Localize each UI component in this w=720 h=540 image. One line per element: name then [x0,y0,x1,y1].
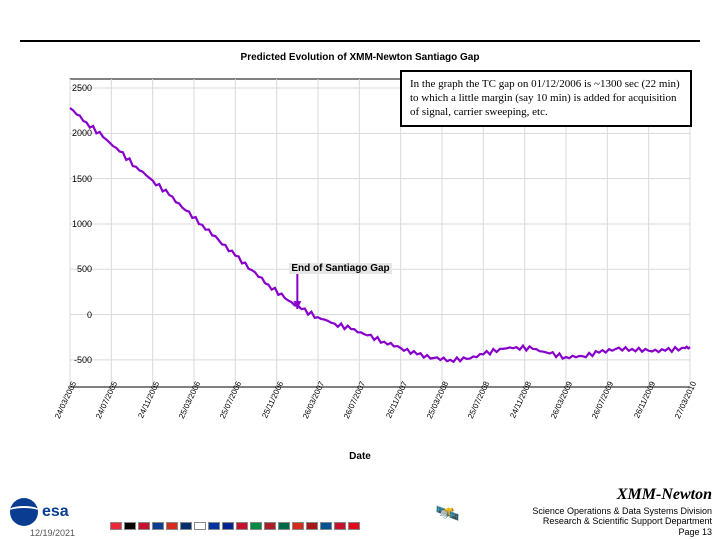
y-tick-label: 1000 [62,219,92,229]
date-stamp: 12/19/2021 [30,528,75,538]
esa-text: esa [42,503,69,521]
flags-row [110,522,360,530]
xmm-title: XMM-Newton [532,486,712,504]
flag-icon [138,522,150,530]
x-tick-label: 25/03/2006 [177,380,202,420]
esa-globe-icon [10,498,38,526]
flag-icon [194,522,206,530]
x-tick-label: 26/07/2007 [342,380,367,420]
flag-icon [292,522,304,530]
y-axis-labels: -50005001000150020002500 [66,73,96,393]
x-tick-label: 25/03/2008 [425,380,450,420]
x-tick-label: 24/07/2005 [94,380,119,420]
x-axis-labels: 24/03/200524/07/200524/11/200525/03/2006… [60,380,700,440]
flag-icon [334,522,346,530]
esa-logo: esa [10,498,69,526]
flag-icon [124,522,136,530]
flag-icon [348,522,360,530]
x-tick-label: 25/07/2008 [466,380,491,420]
y-tick-label: 0 [62,310,92,320]
flag-icon [166,522,178,530]
y-tick-label: 2000 [62,128,92,138]
flag-icon [250,522,262,530]
y-tick-label: 1500 [62,174,92,184]
flag-icon [320,522,332,530]
x-tick-label: 26/11/2009 [632,380,657,420]
flag-icon [222,522,234,530]
x-tick-label: 27/03/2010 [673,380,698,420]
chart-title: Predicted Evolution of XMM-Newton Santia… [20,48,700,63]
x-tick-label: 26/03/2007 [301,380,326,420]
footer: esa 12/19/2021 🛰️ XMM-Newton Science Ope… [0,484,720,540]
flag-icon [208,522,220,530]
annotation-box: In the graph the TC gap on 01/12/2006 is… [400,70,692,127]
x-tick-label: 24/03/2005 [53,380,78,420]
flag-icon [278,522,290,530]
xmm-footer-block: XMM-Newton Science Operations & Data Sys… [532,486,712,538]
flag-icon [264,522,276,530]
x-tick-label: 25/07/2006 [218,380,243,420]
dept-line-1: Science Operations & Data Systems Divisi… [532,506,712,517]
satellite-icon: 🛰️ [435,501,460,526]
flag-icon [306,522,318,530]
header-rule [20,40,700,42]
x-tick-label: 26/11/2007 [384,380,409,420]
y-tick-label: 2500 [62,83,92,93]
y-tick-label: -500 [62,355,92,365]
x-tick-label: 24/11/2008 [508,380,533,420]
x-tick-label: 24/11/2005 [136,380,161,420]
x-axis-title: Date [20,451,700,462]
flag-icon [110,522,122,530]
x-tick-label: 26/07/2009 [590,380,615,420]
flag-icon [152,522,164,530]
flag-icon [180,522,192,530]
y-tick-label: 500 [62,264,92,274]
flag-icon [236,522,248,530]
page-number: Page 13 [532,527,712,538]
end-santiago-label: End of Santiago Gap [289,263,391,274]
dept-line-2: Research & Scientific Support Department [532,516,712,527]
x-tick-label: 25/11/2006 [260,380,285,420]
x-tick-label: 26/03/2009 [549,380,574,420]
